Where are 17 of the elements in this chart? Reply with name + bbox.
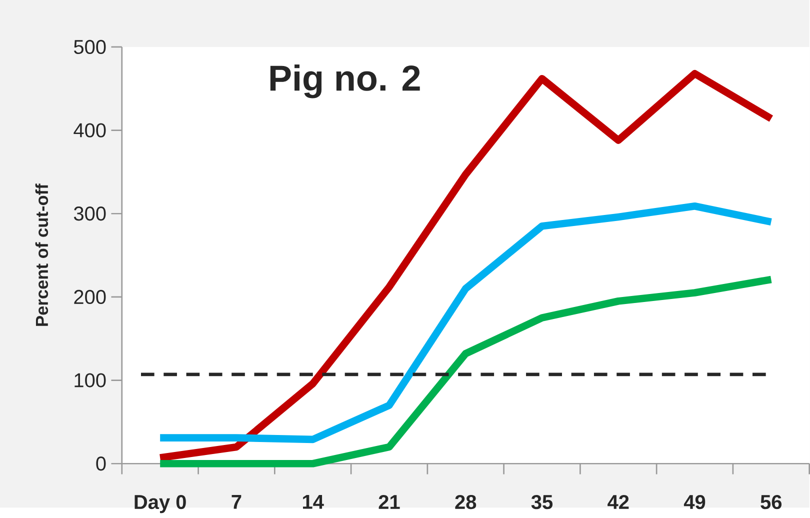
x-tick-label: 7: [232, 495, 242, 509]
y-tick-label: 400: [74, 123, 106, 138]
x-tick-label: 21: [378, 495, 400, 510]
y-axis-title: Percent of cut-off: [35, 184, 48, 326]
y-tick-label: 0: [96, 456, 106, 471]
x-tick-label: 56: [760, 495, 782, 510]
y-tick-label: 300: [74, 206, 106, 221]
x-tick-label: 35: [531, 495, 553, 510]
chart-title: Pig no. 2: [270, 64, 420, 98]
y-tick-label: 500: [74, 40, 106, 54]
x-tick-label: 42: [608, 495, 629, 510]
y-tick-label: 200: [74, 290, 106, 304]
x-tick-label: 49: [684, 495, 706, 510]
x-tick-label: Day 0: [134, 495, 186, 514]
x-tick-label: 14: [302, 495, 324, 509]
x-tick-label: 28: [455, 495, 476, 510]
y-tick-label: 100: [74, 373, 106, 388]
